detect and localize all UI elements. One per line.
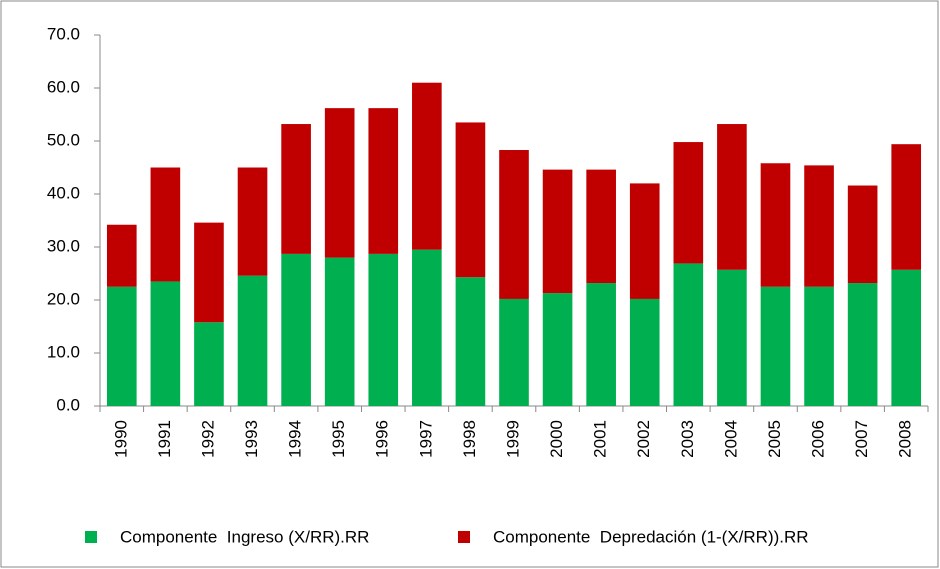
bar-segment	[673, 142, 704, 264]
y-tick-label: 0.0	[56, 395, 80, 414]
x-tick-label: 1997	[416, 420, 435, 458]
bar-segment	[150, 167, 181, 282]
x-tick-label: 1990	[111, 420, 130, 458]
bar-segment	[412, 249, 442, 406]
legend-label: Componente Ingreso (X/RR).RR	[120, 527, 369, 546]
bar-segment	[281, 124, 311, 254]
bar-segment	[629, 298, 660, 406]
x-tick-label: 1994	[286, 420, 305, 458]
bar-segment	[586, 169, 616, 284]
y-tick-label: 40.0	[47, 183, 80, 202]
bar-segment	[673, 263, 704, 406]
bar-segment	[106, 286, 137, 406]
bar-segment	[717, 269, 747, 406]
x-tick-label: 2006	[809, 420, 828, 458]
x-tick-label: 2002	[634, 420, 653, 458]
legend-swatch	[85, 531, 97, 543]
bar-segment	[237, 167, 268, 276]
x-tick-label: 2008	[896, 420, 915, 458]
bar-segment	[455, 277, 486, 406]
x-tick-label: 2005	[765, 420, 784, 458]
bar-segment	[412, 82, 442, 250]
x-tick-label: 2007	[852, 420, 871, 458]
bar-segment	[804, 286, 834, 406]
bar-segment	[804, 165, 834, 287]
bar-segment	[281, 253, 311, 406]
x-tick-label: 1991	[155, 420, 174, 458]
y-tick-label: 70.0	[47, 24, 80, 43]
x-tick-label: 1995	[329, 420, 348, 458]
x-tick-label: 2001	[591, 420, 610, 458]
x-tick-label: 2000	[547, 420, 566, 458]
bar-segment	[455, 122, 486, 278]
bar-segment	[106, 224, 137, 287]
bar-segment	[717, 124, 747, 270]
bar-segment	[629, 183, 660, 299]
bar-segment	[847, 185, 878, 284]
bar-segment	[760, 163, 791, 287]
bar-segment	[324, 257, 355, 406]
x-tick-label: 1993	[242, 420, 261, 458]
bar-segment	[542, 169, 573, 294]
x-tick-label: 1998	[460, 420, 479, 458]
y-tick-label: 50.0	[47, 130, 80, 149]
y-tick-label: 30.0	[47, 236, 80, 255]
x-tick-label: 1999	[503, 420, 522, 458]
legend-label: Componente Depredación (1-(X/RR)).RR	[493, 527, 809, 546]
bar-segment	[150, 281, 181, 406]
bar-segment	[499, 150, 529, 299]
bar-segment	[368, 108, 399, 254]
y-tick-label: 10.0	[47, 342, 80, 361]
bar-segment	[499, 298, 529, 406]
y-tick-label: 20.0	[47, 289, 80, 308]
bar-segment	[194, 222, 224, 323]
x-tick-label: 1992	[198, 420, 217, 458]
bar-segment	[891, 269, 922, 406]
x-tick-label: 1996	[373, 420, 392, 458]
bar-segment	[847, 283, 878, 406]
y-tick-label: 60.0	[47, 77, 80, 96]
x-tick-label: 2003	[678, 420, 697, 458]
bar-segment	[891, 144, 922, 270]
x-tick-label: 2004	[721, 420, 740, 458]
bar-segment	[542, 293, 573, 406]
bar-segment	[324, 108, 355, 258]
bar-segment	[237, 275, 268, 406]
bar-segment	[586, 283, 616, 406]
bar-segment	[368, 253, 399, 406]
bar-segment	[760, 286, 791, 406]
legend-swatch	[458, 531, 470, 543]
bar-segment	[194, 322, 224, 406]
